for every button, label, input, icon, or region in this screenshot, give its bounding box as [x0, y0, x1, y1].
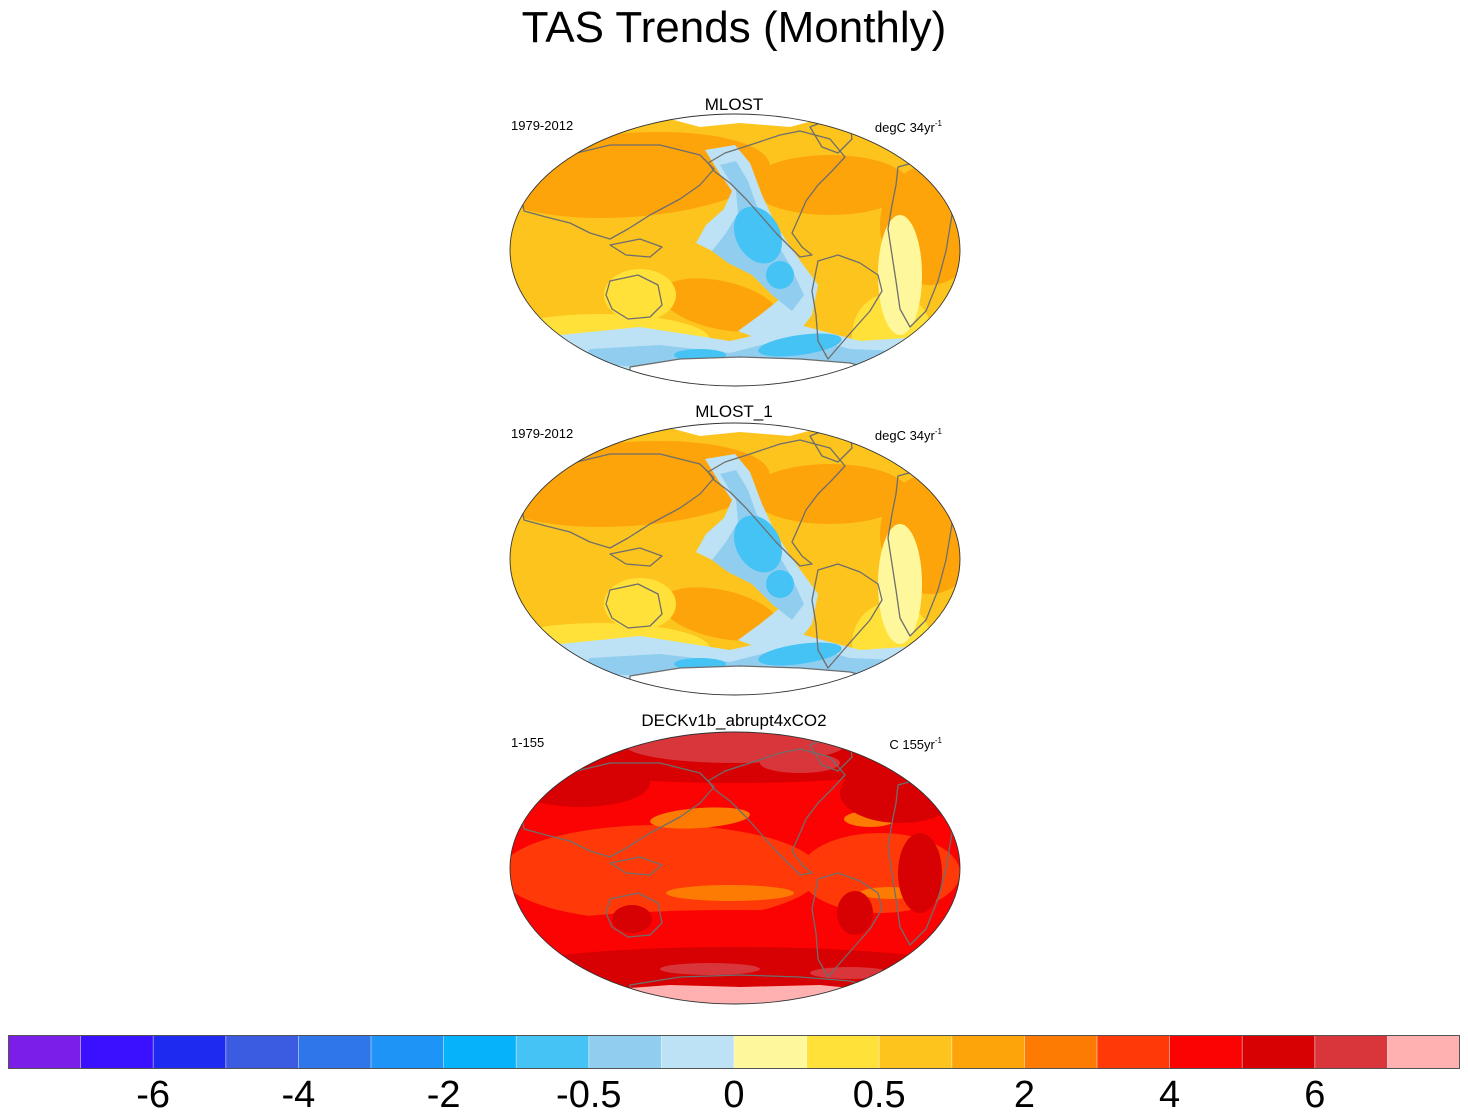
contour-region — [766, 261, 794, 289]
panel-3-title: DECKv1b_abrupt4xCO2 — [641, 711, 827, 730]
map-outline — [509, 731, 961, 1005]
panel-1-title: MLOST — [704, 95, 764, 114]
panel-1-period: 1979-2012 — [511, 118, 574, 133]
contour-region — [510, 825, 820, 921]
contour-region — [758, 642, 842, 666]
colorbar-swatch-16 — [1169, 1035, 1243, 1069]
panel-3-period: 1-155 — [511, 735, 545, 750]
colorbar-swatch-1 — [80, 1035, 154, 1069]
panel-3-map — [509, 731, 961, 1005]
map-outline — [509, 422, 961, 696]
colorbar-tick-label: -0.5 — [556, 1074, 622, 1116]
contour-region — [878, 215, 922, 335]
colorbar-swatch-19 — [1387, 1035, 1460, 1069]
coastline — [605, 274, 663, 320]
contour-region — [612, 905, 652, 933]
contour-region — [661, 587, 779, 641]
colorbar-swatch-6 — [443, 1035, 517, 1069]
contour-region — [650, 807, 750, 829]
panel-2-title: MLOST_1 — [695, 402, 773, 421]
colorbar — [8, 1035, 1460, 1069]
contour-region — [510, 759, 650, 807]
colorbar-swatch-7 — [516, 1035, 590, 1069]
colorbar-swatch-12 — [879, 1035, 953, 1069]
coastline — [519, 144, 715, 240]
colorbar-swatch-14 — [1024, 1035, 1098, 1069]
panel-1-map — [509, 113, 961, 387]
panel-2-period: 1979-2012 — [511, 426, 574, 441]
colorbar-swatch-3 — [225, 1035, 299, 1069]
coastline — [605, 583, 663, 629]
contour-region — [810, 967, 890, 979]
colorbar-tick-label: 6 — [1304, 1074, 1326, 1116]
coastline — [811, 254, 883, 360]
colorbar-tick-label: -4 — [281, 1074, 316, 1116]
contour-region — [660, 963, 760, 975]
contour-region — [661, 278, 779, 332]
chart-title: TAS Trends (Monthly) — [521, 3, 947, 52]
colorbar-tick-label: 4 — [1159, 1074, 1181, 1116]
colorbar-tick-label: 0.5 — [852, 1074, 906, 1116]
coastline — [811, 563, 883, 669]
panel-2-map — [509, 422, 961, 696]
coastline — [605, 892, 663, 938]
contour-region — [760, 753, 840, 773]
colorbar-swatch-13 — [951, 1035, 1025, 1069]
colorbar-swatch-8 — [588, 1035, 662, 1069]
contour-region — [666, 885, 794, 901]
colorbar-swatch-2 — [153, 1035, 227, 1069]
colorbar-tick-label: 0 — [723, 1074, 745, 1116]
panel-1-units: degC 34yr-1 — [874, 119, 942, 135]
coastline — [707, 748, 846, 876]
coastline — [707, 130, 846, 258]
colorbar-tick-label: 2 — [1013, 1074, 1035, 1116]
colorbar-swatch-9 — [661, 1035, 735, 1069]
contour-region — [898, 833, 942, 913]
colorbar-tick-label: -6 — [136, 1074, 171, 1116]
contour-region — [758, 333, 842, 357]
contour-region — [878, 524, 922, 644]
colorbar-frame — [8, 1035, 1460, 1069]
colorbar-swatch-4 — [298, 1035, 372, 1069]
contour-region — [837, 891, 873, 935]
contour-region — [766, 570, 794, 598]
colorbar-swatch-11 — [806, 1035, 880, 1069]
colorbar-swatch-15 — [1097, 1035, 1171, 1069]
colorbar-swatch-5 — [371, 1035, 445, 1069]
coastline — [609, 238, 663, 258]
colorbar-swatch-17 — [1242, 1035, 1316, 1069]
panel-3-units: C 155yr-1 — [889, 736, 942, 752]
contour-region — [734, 206, 782, 264]
coastline — [609, 856, 663, 876]
coastline — [519, 453, 715, 549]
contour-region — [750, 155, 910, 215]
colorbar-swatch-18 — [1314, 1035, 1388, 1069]
map-outline — [509, 113, 961, 387]
contour-region — [734, 515, 782, 573]
panel-2-units: degC 34yr-1 — [874, 427, 942, 443]
contour-region — [750, 464, 910, 524]
colorbar-tick-label: -2 — [426, 1074, 461, 1116]
contour-region — [604, 269, 676, 321]
colorbar-swatch-0 — [8, 1035, 82, 1069]
coastline — [519, 762, 715, 858]
coastline — [811, 872, 883, 978]
colorbar-swatch-10 — [734, 1035, 808, 1069]
coastline — [609, 547, 663, 567]
contour-region — [604, 578, 676, 630]
coastline — [707, 439, 846, 567]
